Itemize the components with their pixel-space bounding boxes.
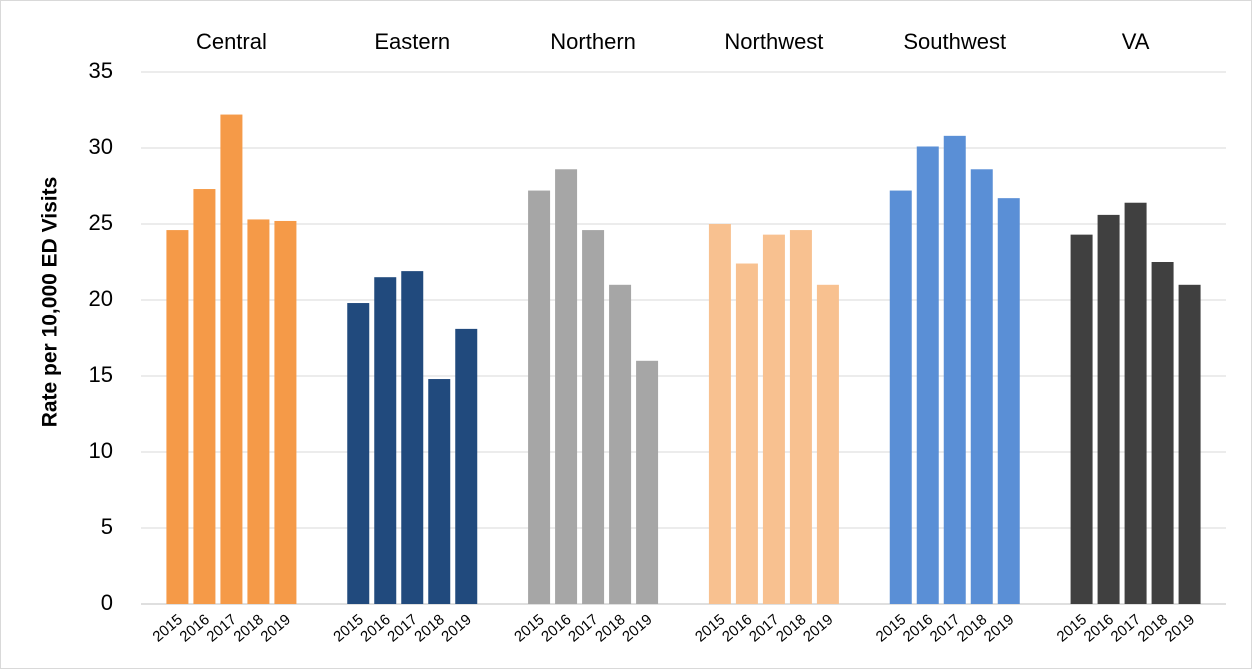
group-label: Northern <box>550 29 636 54</box>
bar <box>997 198 1020 604</box>
y-axis-ticks: 0 5 10 15 20 25 30 35 <box>89 58 113 615</box>
x-tick-label: 2019 <box>800 611 836 645</box>
x-tick-label: 2019 <box>438 611 474 645</box>
y-tick-label: 5 <box>101 514 113 539</box>
group-label: Eastern <box>374 29 450 54</box>
y-tick-label: 35 <box>89 58 113 83</box>
bar <box>347 303 370 604</box>
bar <box>247 219 270 604</box>
bar <box>789 230 812 604</box>
y-tick-label: 15 <box>89 362 113 387</box>
bar <box>1070 234 1093 604</box>
bar <box>455 328 478 604</box>
x-tick-label: 2019 <box>257 611 293 645</box>
x-tick-label: 2019 <box>981 611 1017 645</box>
bar <box>708 224 731 604</box>
gridlines <box>141 71 1226 605</box>
y-tick-label: 10 <box>89 438 113 463</box>
bar <box>1178 284 1201 604</box>
group-label: VA <box>1122 29 1150 54</box>
bar <box>762 234 785 604</box>
bar <box>374 277 397 604</box>
x-tick-label: 2019 <box>619 611 655 645</box>
bar <box>274 220 297 604</box>
bar <box>943 135 966 604</box>
bar <box>1151 262 1174 604</box>
group-label: Northwest <box>724 29 823 54</box>
x-tick-label: 2019 <box>1162 611 1198 645</box>
bar <box>609 284 632 604</box>
bar <box>816 284 839 604</box>
y-tick-label: 20 <box>89 286 113 311</box>
bar <box>916 146 939 605</box>
bar <box>166 230 189 604</box>
bar <box>220 114 243 604</box>
group-labels: Central Eastern Northern Northwest Southwest… <box>196 29 1150 54</box>
bars <box>166 114 1201 605</box>
bar <box>193 189 216 605</box>
bar <box>636 360 659 604</box>
bar <box>401 271 424 604</box>
bar <box>889 190 912 604</box>
bar <box>735 263 758 604</box>
bar <box>1097 214 1120 604</box>
y-tick-label: 30 <box>89 134 113 159</box>
y-tick-label: 25 <box>89 210 113 235</box>
bar <box>428 379 451 604</box>
y-tick-label: 0 <box>101 590 113 615</box>
group-label: Southwest <box>903 29 1006 54</box>
bar <box>555 169 578 604</box>
bar <box>970 169 993 604</box>
bar <box>528 190 551 604</box>
bar <box>1124 202 1147 604</box>
group-label: Central <box>196 29 267 54</box>
bar <box>582 230 605 604</box>
y-axis-title: Rate per 10,000 ED Visits <box>39 177 62 428</box>
